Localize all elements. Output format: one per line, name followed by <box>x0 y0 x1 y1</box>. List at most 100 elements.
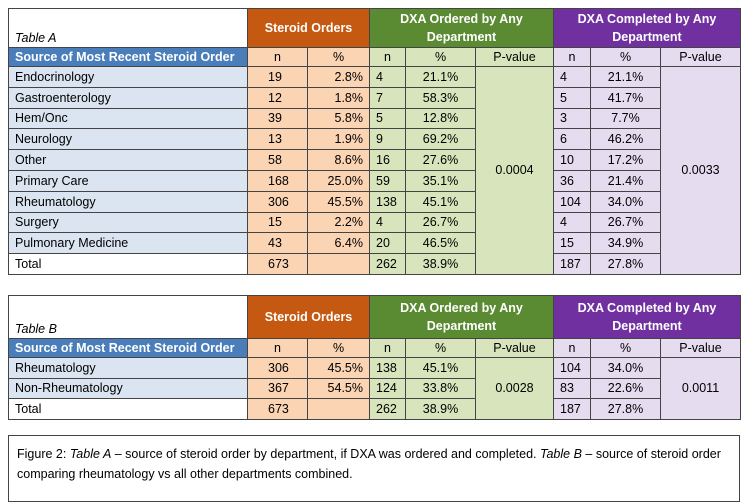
cell: 45.5% <box>307 190 370 213</box>
cell: 34.9% <box>590 232 661 255</box>
cell: 6.4% <box>307 232 370 255</box>
cell: 21.4% <box>590 169 661 192</box>
table-b: Table B Steroid Orders DXA Ordered by Any … <box>8 295 741 420</box>
data-row: Rheumatology 306 45.5% 138 45.1% 0.0028 104 34.… <box>8 357 741 420</box>
cell: 36 <box>553 169 591 192</box>
cell: 46.5% <box>405 232 476 255</box>
subheader: % <box>307 47 370 67</box>
cell: 45.1% <box>405 190 476 213</box>
cell: 38.9% <box>405 398 476 420</box>
cell: 262 <box>369 398 406 420</box>
cell: 187 <box>553 398 591 420</box>
caption-text: Figure 2: <box>17 447 70 461</box>
cell: 2.2% <box>307 211 370 234</box>
cell: 58.3% <box>405 86 476 109</box>
data-row: Rheumatology 306 45.5% 138 45.1% 104 34.0% <box>8 190 741 213</box>
cell: 13 <box>247 128 308 151</box>
caption-text: Table B <box>539 447 582 461</box>
p-value: 0.0028 <box>475 357 554 420</box>
cell: 187 <box>553 253 591 275</box>
cell: 673 <box>247 398 308 420</box>
cell: 22.6% <box>590 377 661 399</box>
cell: 46.2% <box>590 128 661 151</box>
cell: 5 <box>369 107 406 130</box>
caption-text: – source of steroid order by department,… <box>111 447 540 461</box>
cell: 4 <box>553 211 591 234</box>
cell: 41.7% <box>590 86 661 109</box>
table-label: Table A <box>8 8 248 48</box>
cell: 17.2% <box>590 149 661 171</box>
data-row: Non-Rheumatology 367 54.5% 124 33.8% 83 22.6% <box>8 377 741 399</box>
cell: 10 <box>553 149 591 171</box>
row-label: Pulmonary Medicine <box>8 232 248 255</box>
header: DXA Completed by Any Department <box>553 8 741 48</box>
cell: 104 <box>553 357 591 379</box>
cell: 673 <box>247 253 308 275</box>
subheader: P-value <box>475 338 554 358</box>
row-label: Rheumatology <box>8 190 248 213</box>
cell: 43 <box>247 232 308 255</box>
subheader: % <box>590 338 661 358</box>
cell: 1.8% <box>307 86 370 109</box>
caption-text: Table A <box>69 447 112 461</box>
subheader-row: Source of Most Recent Steroid Order n% n% P… <box>8 47 741 67</box>
subheader: P-value <box>660 47 741 67</box>
cell: 4 <box>553 66 591 88</box>
cell: 38.9% <box>405 253 476 275</box>
cell: 45.1% <box>405 357 476 379</box>
header-row: Table B Steroid Orders DXA Ordered by Any … <box>8 295 741 339</box>
data-row: Primary Care 168 25.0% 59 35.1% 36 21.4% <box>8 169 741 192</box>
header: DXA Ordered by Any Department <box>369 295 554 339</box>
cell: 6 <box>553 128 591 151</box>
cell: 21.1% <box>590 66 661 88</box>
cell: 27.6% <box>405 149 476 171</box>
cell: 8.6% <box>307 149 370 171</box>
cell <box>307 398 370 420</box>
p-value: 0.0011 <box>660 357 741 420</box>
subheader: P-value <box>475 47 554 67</box>
cell: 21.1% <box>405 66 476 88</box>
caption: Figure 2: Table A – source of steroid or… <box>8 435 740 502</box>
row-label: Non-Rheumatology <box>8 377 248 399</box>
cell: 1.9% <box>307 128 370 151</box>
cell: 39 <box>247 107 308 130</box>
data-row: Total 673 262 38.9% 187 27.8% <box>8 253 741 275</box>
cell: 124 <box>369 377 406 399</box>
cell: 83 <box>553 377 591 399</box>
cell: 33.8% <box>405 377 476 399</box>
cell: 12 <box>247 86 308 109</box>
cell: 15 <box>247 211 308 234</box>
table-label: Table B <box>8 295 248 339</box>
cell: 5.8% <box>307 107 370 130</box>
subheader: % <box>405 338 476 358</box>
cell: 15 <box>553 232 591 255</box>
cell: 4 <box>369 66 406 88</box>
p-value: 0.0004 <box>475 66 554 275</box>
cell: 138 <box>369 357 406 379</box>
row-label: Hem/Onc <box>8 107 248 130</box>
cell: 27.8% <box>590 253 661 275</box>
row-label: Rheumatology <box>8 357 248 379</box>
cell: 5 <box>553 86 591 109</box>
subheader: % <box>405 47 476 67</box>
cell: 45.5% <box>307 357 370 379</box>
data-row: Hem/Onc 39 5.8% 5 12.8% 3 7.7% <box>8 107 741 130</box>
cell: 12.8% <box>405 107 476 130</box>
subheader: n <box>247 338 308 358</box>
cell: 104 <box>553 190 591 213</box>
data-row: Endocrinology 19 2.8% 4 21.1% 0.0004 4 21.1% 0.0… <box>8 66 741 275</box>
cell: 54.5% <box>307 377 370 399</box>
cell: 367 <box>247 377 308 399</box>
subheader: Source of Most Recent Steroid Order <box>8 338 248 358</box>
subheader: n <box>247 47 308 67</box>
cell: 306 <box>247 190 308 213</box>
table-a: Table A Steroid Orders DXA Ordered by Any … <box>8 8 741 275</box>
subheader: n <box>369 47 406 67</box>
subheader: n <box>553 338 591 358</box>
cell: 34.0% <box>590 190 661 213</box>
cell: 16 <box>369 149 406 171</box>
header: Steroid Orders <box>247 295 370 339</box>
subheader: % <box>590 47 661 67</box>
cell: 20 <box>369 232 406 255</box>
header: Steroid Orders <box>247 8 370 48</box>
